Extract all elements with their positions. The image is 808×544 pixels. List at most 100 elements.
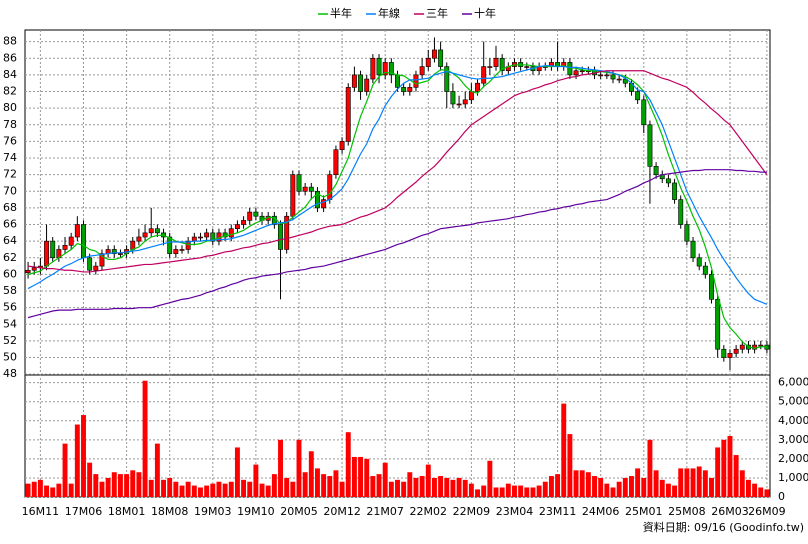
volume-bar (198, 487, 203, 497)
volume-bar (111, 472, 117, 497)
candle-body (407, 87, 413, 92)
volume-bar (179, 485, 185, 497)
volume-bar (512, 485, 517, 497)
volume-bar (548, 476, 554, 497)
volume-bar (622, 477, 628, 497)
candle-body (382, 62, 388, 76)
candle-body (739, 344, 745, 350)
volume-bar (518, 485, 524, 497)
volume-bar (222, 483, 228, 497)
candle-body (247, 211, 253, 221)
candle-body (733, 348, 739, 354)
volume-bar (81, 415, 86, 497)
volume-bar (339, 481, 345, 497)
candle-body (99, 253, 105, 267)
volume-bar (382, 462, 388, 497)
volume-bar (204, 485, 210, 497)
volume-bar (308, 451, 314, 497)
candle-body (425, 57, 431, 67)
volume-bar (210, 483, 216, 497)
candle-body (241, 220, 247, 225)
volume-bar (50, 487, 56, 497)
volume-bar (247, 481, 253, 497)
volume-bar (87, 462, 93, 497)
volume-bar (105, 477, 111, 497)
volume-bar (653, 470, 659, 497)
volume-bar (296, 439, 302, 497)
y-tick-label: 66 (3, 218, 17, 231)
candle-body (284, 215, 290, 250)
candle-body (358, 74, 364, 92)
y-tick-label: 6,000 (778, 376, 808, 389)
volume-bar (702, 470, 708, 497)
volume-bar (431, 477, 437, 497)
volume-bar (739, 470, 745, 497)
y-tick-label: 86 (3, 51, 17, 64)
candle-body (31, 267, 37, 271)
volume-bar (641, 477, 647, 497)
volume-bar (99, 481, 105, 497)
volume-bar (284, 477, 290, 497)
y-tick-label: 0 (778, 490, 785, 503)
candle-body (167, 236, 173, 254)
volume-bar (499, 487, 505, 497)
candle-body (610, 74, 616, 80)
x-tick-label: 25M01 (625, 505, 663, 518)
volume-bar (228, 481, 234, 497)
volume-bar (278, 439, 283, 497)
volume-bar (327, 476, 333, 497)
volume-bar (573, 470, 579, 497)
candle-body (752, 344, 758, 350)
x-tick-label: 17M06 (65, 505, 103, 518)
candle-body (204, 232, 210, 238)
candle-body (573, 70, 579, 76)
candle-body (758, 344, 764, 347)
x-tick-label: 25M08 (668, 505, 706, 518)
volume-bar (136, 472, 142, 497)
y-tick-label: 74 (3, 151, 17, 164)
y-tick-label: 4,000 (778, 414, 808, 427)
volume-bar (733, 455, 739, 497)
candle-body (111, 249, 117, 254)
y-tick-label: 88 (3, 35, 17, 48)
volume-bar (401, 481, 407, 497)
x-tick-label: 24M06 (582, 505, 620, 518)
candle-body (185, 240, 191, 250)
x-tick-label: 19M10 (237, 505, 275, 518)
candle-body (684, 224, 690, 242)
volume-bar (117, 474, 123, 497)
volume-bar (185, 481, 191, 497)
candle-body (715, 299, 721, 350)
volume-bar (333, 470, 339, 497)
candle-body (493, 57, 499, 67)
volume-bar (44, 485, 50, 497)
volume-bar (370, 476, 376, 497)
volume-bar (191, 485, 197, 497)
y-tick-label: 68 (3, 201, 17, 214)
volume-bar (241, 479, 247, 497)
y-tick-label: 70 (3, 184, 17, 197)
x-tick-label: 16M11 (22, 505, 60, 518)
candle-body (117, 253, 123, 255)
volume-bar (585, 472, 591, 497)
candle-body (499, 57, 505, 72)
candle-body (665, 178, 671, 184)
candle-body (647, 124, 653, 167)
candle-body (74, 224, 80, 238)
volume-bar (475, 489, 481, 497)
volume-bar (672, 485, 678, 497)
candle-body (81, 224, 86, 259)
candle-body (87, 257, 93, 271)
volume-bar (505, 483, 511, 497)
volume-bar (715, 447, 721, 497)
volume-bar (438, 476, 444, 497)
y-tick-label: 62 (3, 251, 17, 264)
candle-body (136, 236, 142, 242)
volume-bar (253, 464, 259, 497)
candle-body (333, 149, 339, 175)
candle-body (419, 66, 425, 76)
candle-body (62, 245, 68, 250)
volume-bar (487, 460, 493, 497)
candle-body (579, 70, 585, 73)
